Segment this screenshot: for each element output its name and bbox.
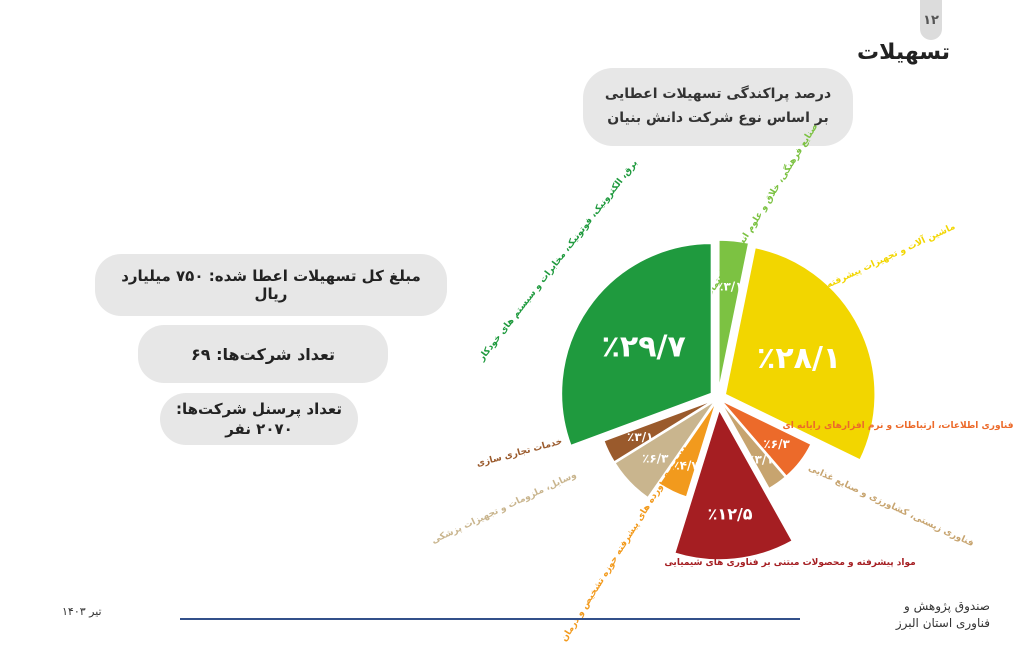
total-facilities-stat: مبلغ کل تسهیلات اعطا شده: ۷۵۰ میلیارد ری…: [95, 254, 447, 316]
footer-date: تیر ۱۴۰۳: [62, 605, 102, 618]
pie-slice: [673, 408, 794, 561]
slice-percentage-label: ٪۳/۱: [716, 280, 742, 294]
pie-slice: [724, 246, 876, 462]
companies-count-stat: تعداد شرکت‌ها: ۶۹: [138, 325, 388, 383]
slice-percentage-label: ٪۴/۷: [672, 459, 699, 473]
org-name-line1: صندوق پژوهش و: [903, 599, 990, 613]
page-number-badge: ۱۲: [920, 0, 942, 40]
slice-percentage-label: ٪۲۹/۷: [602, 329, 686, 364]
org-name-line2: فناوری استان البرز: [895, 615, 990, 630]
page-title: تسهیلات: [857, 40, 950, 65]
chart-title: درصد پراکندگی تسهیلات اعطایی بر اساس نوع…: [583, 68, 853, 146]
personnel-count-stat: تعداد پرسنل شرکت‌ها: ۲۰۷۰ نفر: [160, 393, 358, 445]
slice-category-label: فناوری اطلاعات، ارتباطات و نرم افزارهای …: [783, 421, 1014, 431]
personnel-value: ۲۰۷۰ نفر: [225, 420, 293, 438]
slice-percentage-label: ٪۳/۱: [627, 430, 653, 444]
footer-organization: صندوق پژوهش و فناوری استان البرز: [880, 598, 990, 632]
slice-percentage-label: ٪۳/۱: [747, 453, 773, 467]
slice-category-label: فناوری زیستی، کشاورزی و صنایع غذایی: [807, 463, 976, 549]
pie-slice: [560, 242, 713, 447]
slice-category-label: مواد پیشرفته و محصولات مبتنی بر فناوری ه…: [664, 558, 915, 568]
slice-percentage-label: ٪۶/۳: [642, 452, 669, 466]
slice-percentage-label: ٪۲۸/۱: [757, 341, 841, 376]
pie-slice: [719, 400, 787, 490]
personnel-label: تعداد پرسنل شرکت‌ها:: [176, 399, 342, 418]
footer-divider: [180, 618, 800, 620]
slice-category-label: ماشین آلات و تجهیزات پیشرفته: [824, 220, 956, 290]
slice-percentage-label: ٪۶/۳: [763, 437, 790, 451]
pie-slice: [720, 399, 813, 478]
pie-slice: [718, 239, 750, 391]
slice-percentage-label: ٪۱۲/۵: [708, 504, 753, 523]
pie-slice: [613, 400, 716, 499]
slice-category-label: وسایل، ملزومات و تجهیزات پزشکی: [430, 470, 578, 546]
slice-category-label: خدمات تجاری سازی: [476, 437, 564, 470]
pie-slice: [658, 401, 717, 499]
pie-slice: [602, 399, 715, 464]
